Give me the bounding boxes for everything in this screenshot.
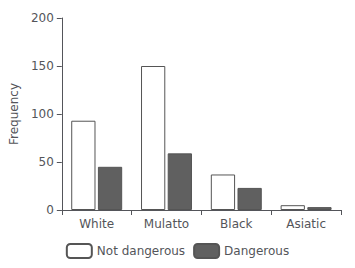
- svg-text:Black: Black: [220, 217, 253, 231]
- svg-text:Dangerous: Dangerous: [224, 244, 289, 258]
- svg-text:Frequency: Frequency: [7, 83, 21, 145]
- svg-text:Not dangerous: Not dangerous: [97, 244, 185, 258]
- svg-text:50: 50: [39, 155, 54, 169]
- svg-text:200: 200: [31, 11, 54, 25]
- svg-text:White: White: [79, 217, 114, 231]
- svg-text:100: 100: [31, 107, 54, 121]
- svg-text:0: 0: [46, 203, 54, 217]
- svg-text:Asiatic: Asiatic: [286, 217, 326, 231]
- svg-text:150: 150: [31, 59, 54, 73]
- svg-text:Mulatto: Mulatto: [144, 217, 189, 231]
